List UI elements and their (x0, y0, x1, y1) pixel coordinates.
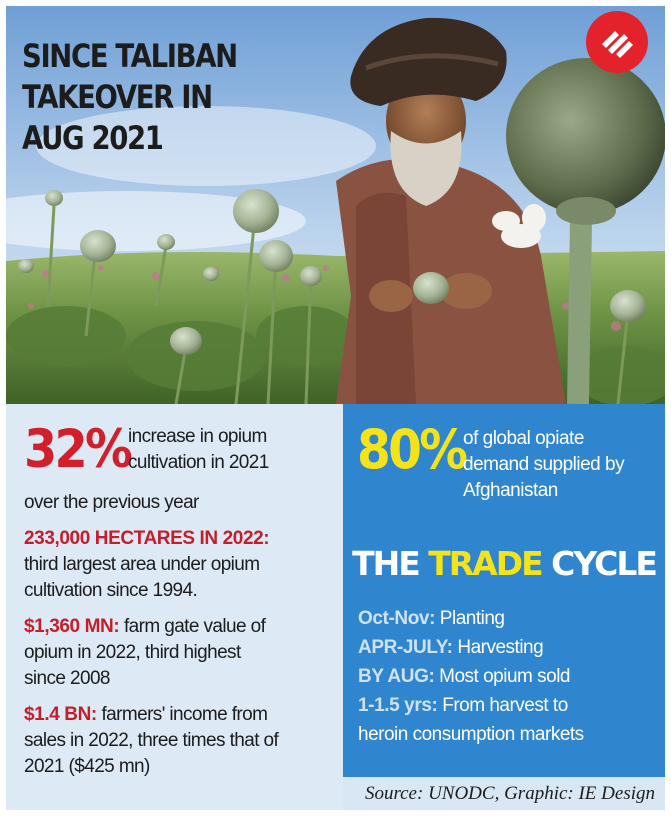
cycle-key: APR-JULY: (358, 637, 453, 658)
big-stat-80-text: of global opiate demand supplied by Afgh… (463, 426, 659, 504)
hectares-stat: 233,000 HECTARES IN 2022: third largest … (24, 526, 343, 604)
farm-gate-line-2: since 2008 (24, 668, 111, 689)
big-stat-32: 32% (24, 419, 133, 480)
headline: SINCE TALIBAN TAKEOVER IN AUG 2021 (22, 36, 280, 159)
big-stat-80-line-1: of global opiate (463, 428, 584, 449)
trade-cycle-title-post: CYCLE (541, 544, 658, 583)
farmers-income-line-1: sales in 2022, three times that of (24, 730, 279, 751)
farmers-income-key: $1.4 BN: (24, 704, 97, 725)
trade-cycle-title-pre: THE (352, 544, 429, 583)
big-stat-80-line-2: demand supplied by (463, 454, 625, 475)
farmers-income-line-2: 2021 ($425 mn) (24, 756, 150, 777)
headline-line-2: TAKEOVER IN (22, 78, 213, 116)
big-stat-32-line-1: increase in opium (128, 426, 267, 447)
farmers-income-stat: $1.4 BN: farmers' income from sales in 2… (24, 702, 343, 780)
opium-increase-stat: 32% increase in opium cultivation in 202… (24, 418, 343, 494)
source-credit: Source: UNODC, Graphic: IE Design (343, 777, 665, 810)
cycle-value: Planting (435, 608, 505, 629)
big-stat-32-text: increase in opium cultivation in 2021 (128, 424, 338, 476)
big-stat-32-line-2: cultivation in 2021 (128, 452, 269, 473)
cycle-value: Most opium sold (434, 666, 570, 687)
big-stat-80-line-3: Afghanistan (463, 480, 558, 501)
cycle-row-planting: Oct-Nov: Planting (358, 604, 658, 633)
cycle-row-sold: BY AUG: Most opium sold (358, 662, 658, 691)
hectares-key: 233,000 HECTARES IN 2022: (24, 528, 270, 549)
hectares-line-1: third largest area under opium (24, 554, 260, 575)
farmers-income-text: farmers' income from (96, 704, 268, 725)
cycle-key: BY AUG: (358, 666, 435, 687)
farm-gate-key: $1,360 MN: (24, 616, 120, 637)
cycle-key: 1-1.5 yrs: (358, 695, 438, 716)
farm-gate-text: farm gate value of (119, 616, 266, 637)
cycle-key: Oct-Nov: (358, 608, 436, 629)
headline-line-3: AUG 2021 (22, 119, 164, 157)
cycle-row-harvesting: APR-JULY: Harvesting (358, 633, 658, 662)
farm-gate-value-stat: $1,360 MN: farm gate value of opium in 2… (24, 614, 343, 692)
big-stat-32-line-3: over the previous year (24, 492, 199, 513)
trade-cycle-title-highlight: TRADE (428, 544, 543, 583)
right-trade-panel: 80% of global opiate demand supplied by … (343, 404, 665, 810)
big-stat-80: 80% (357, 418, 468, 481)
trade-cycle-title: THE TRADE CYCLE (343, 544, 665, 584)
cycle-row-markets-cont: heroin consumption markets (358, 724, 584, 745)
farm-gate-line-1: opium in 2022, third highest (24, 642, 241, 663)
cycle-value: From harvest to (437, 695, 568, 716)
left-stats-panel: 32% increase in opium cultivation in 202… (6, 404, 343, 810)
headline-line-1: SINCE TALIBAN (22, 37, 238, 75)
cycle-value: Harvesting (452, 637, 544, 658)
cycle-row-markets: 1-1.5 yrs: From harvest to (358, 691, 658, 720)
afghan-farmer-poppy-field-photo (6, 6, 665, 404)
trade-cycle-list: Oct-Nov: Planting APR-JULY: Harvesting B… (358, 604, 658, 749)
hectares-line-2: cultivation since 1994. (24, 580, 198, 601)
indian-express-logo-icon (586, 11, 648, 73)
